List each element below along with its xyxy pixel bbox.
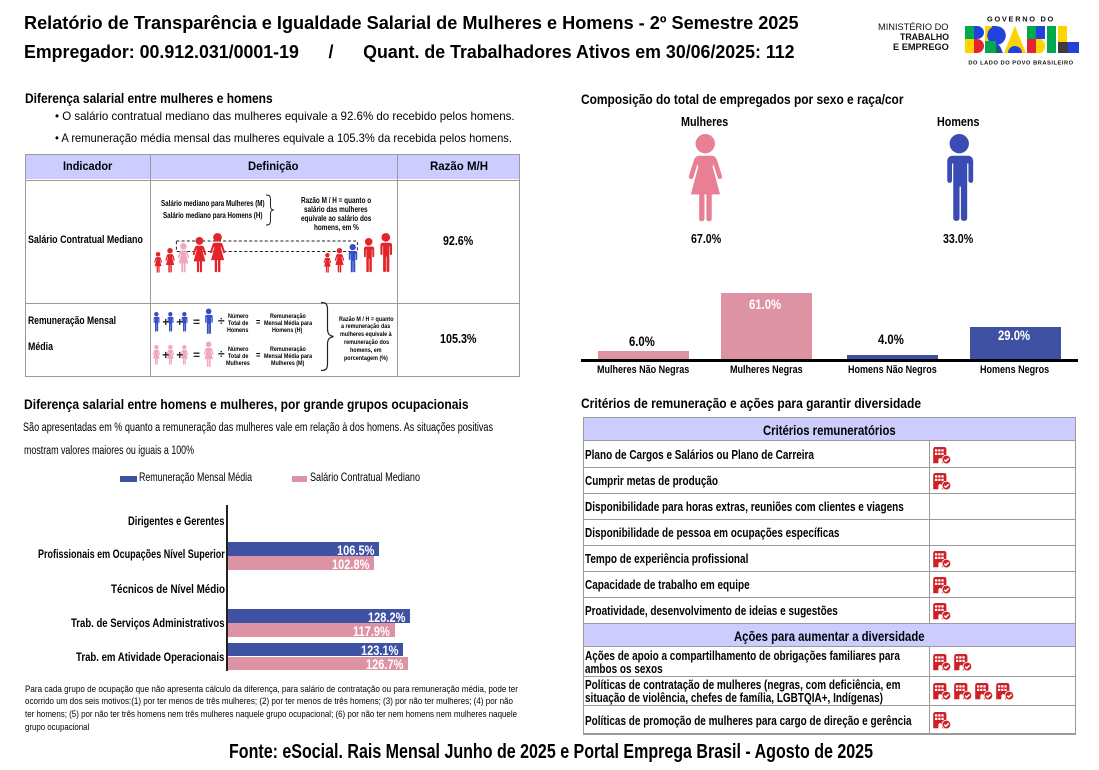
svg-text:GOVERNO DO: GOVERNO DO: [987, 15, 1055, 24]
svg-text:+: +: [162, 348, 169, 362]
svg-text:+: +: [176, 348, 183, 362]
svg-text:+: +: [176, 315, 183, 329]
svg-text:=: =: [193, 315, 200, 329]
svg-text:DO LADO DO POVO BRASILEIRO: DO LADO DO POVO BRASILEIRO: [968, 61, 1073, 67]
svg-text:÷: ÷: [218, 347, 225, 361]
svg-text:÷: ÷: [218, 314, 225, 328]
svg-text:=: =: [193, 348, 200, 362]
svg-text:+: +: [162, 315, 169, 329]
